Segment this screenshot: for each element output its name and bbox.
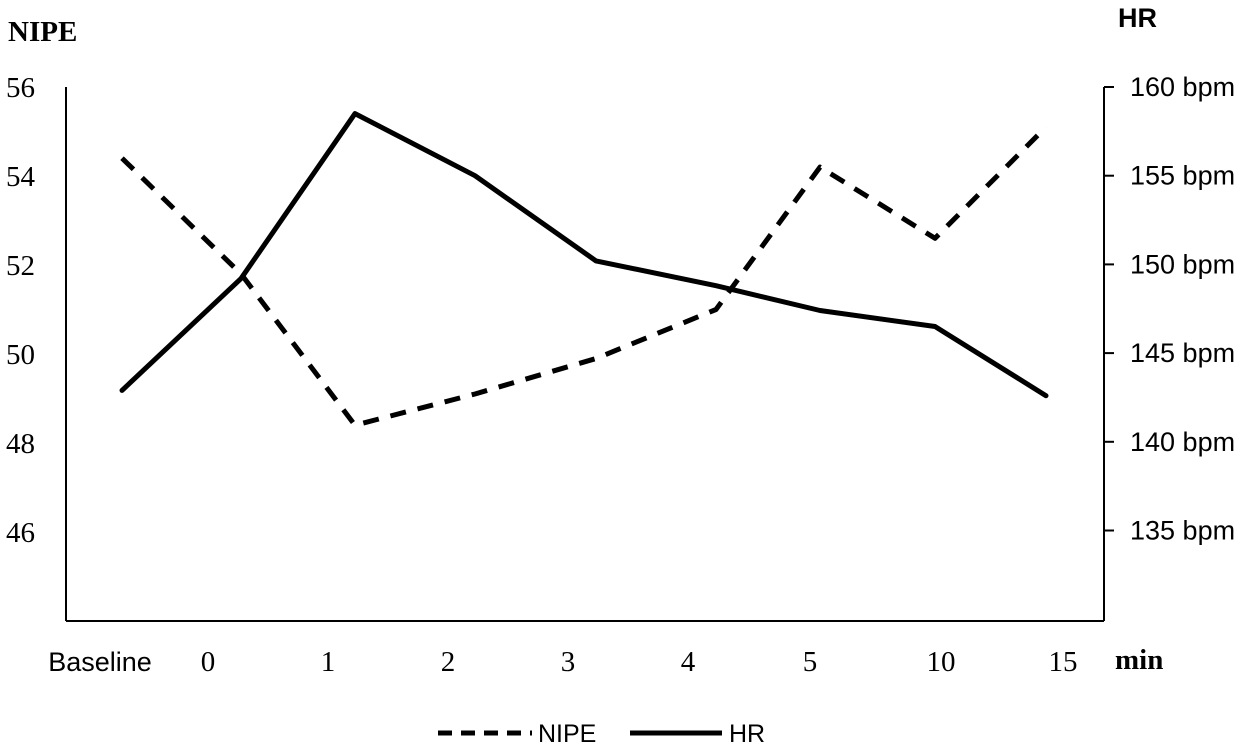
right-tick-label: 155 bpm [1130, 161, 1235, 191]
x-tick-label: 15 [1049, 646, 1078, 678]
left-tick-label: 56 [6, 72, 35, 104]
left-axis-ticks: 56 54 52 50 48 46 [6, 72, 36, 549]
left-tick-label: 46 [6, 517, 35, 549]
right-tick-label: 160 bpm [1130, 72, 1235, 102]
series-line-hr [119, 111, 1049, 399]
x-tick-label: 5 [803, 646, 818, 678]
x-tick-label: 10 [927, 646, 956, 678]
left-tick-label: 50 [6, 339, 35, 371]
x-tick-label: Baseline [48, 647, 152, 677]
left-tick-label: 48 [6, 428, 35, 460]
left-tick-label: 54 [6, 161, 36, 193]
right-axis-title: HR [1118, 3, 1157, 33]
x-tick-label: 3 [561, 646, 576, 678]
right-tick-label: 140 bpm [1130, 427, 1235, 457]
series-line-nipe [120, 125, 1048, 428]
legend: NIPE HR [438, 720, 765, 747]
x-tick-label: 4 [681, 646, 696, 678]
x-tick-label: 2 [441, 646, 456, 678]
left-tick-label: 52 [6, 250, 35, 282]
right-axis-ticks: 160 bpm 155 bpm 150 bpm 145 bpm 140 bpm 135 b… [1104, 72, 1235, 546]
right-tick-label: 135 bpm [1130, 516, 1235, 546]
series-layer [119, 111, 1049, 428]
x-tick-label: 0 [201, 646, 216, 678]
x-axis-title: min [1115, 644, 1163, 676]
x-axis-tick-labels: Baseline 0 1 2 3 4 5 10 15 [48, 646, 1077, 678]
legend-label-nipe: NIPE [538, 720, 596, 747]
legend-label-hr: HR [729, 720, 765, 747]
x-tick-label: 1 [321, 646, 336, 678]
right-tick-label: 150 bpm [1130, 249, 1235, 279]
right-tick-label: 145 bpm [1130, 338, 1235, 368]
left-axis-title: NIPE [8, 16, 77, 48]
